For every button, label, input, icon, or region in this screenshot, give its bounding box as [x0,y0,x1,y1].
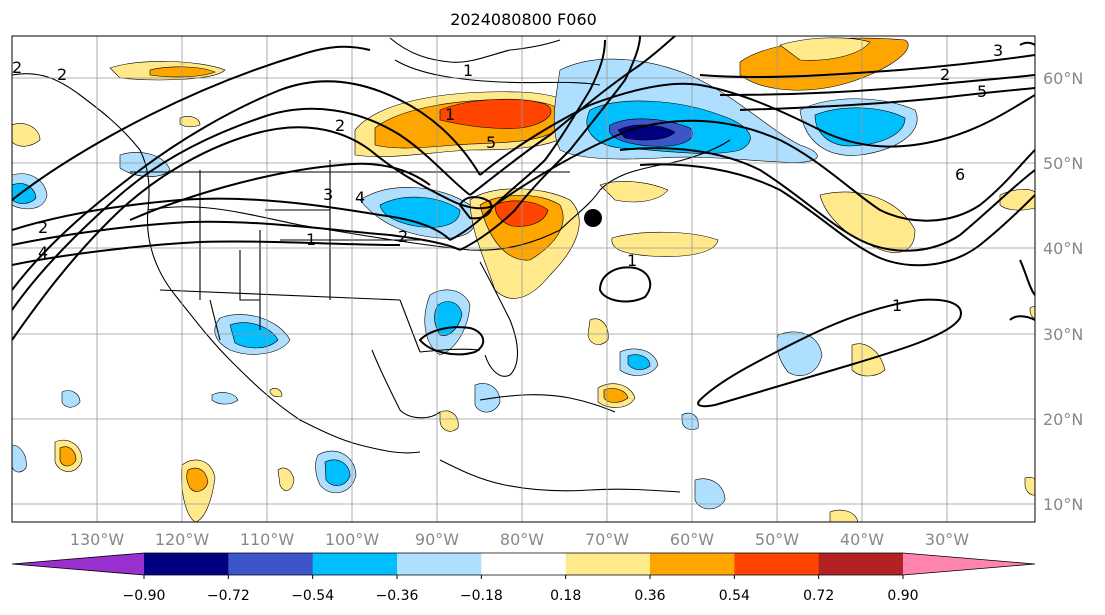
contour-label: 4 [355,188,365,207]
contour-label: 2 [38,218,48,237]
colorbar-segment [397,553,482,575]
colorbar-tick-label: −0.72 [207,588,250,604]
contour-label: 1 [463,61,473,80]
lat-label: 30°N [1043,325,1083,344]
colorbar-tick-label: −0.18 [460,588,503,604]
contour-label: 3 [323,185,333,204]
lon-label: 30°W [925,530,969,549]
lon-label: 90°W [415,530,459,549]
map-title: 2024080800 F060 [450,10,597,29]
contour-label: 1 [306,230,316,249]
colorbar-segment [650,553,735,575]
lon-label: 100°W [325,530,380,549]
colorbar-tick-label: 0.36 [634,588,665,604]
contour-label: 2 [57,65,67,84]
colorbar-segment [312,553,398,575]
contour-label: 1 [445,105,455,124]
lat-label: 20°N [1043,410,1083,429]
colorbar-tick-label: −0.54 [291,588,334,604]
lon-label: 120°W [155,530,210,549]
colorbar-segment [144,553,229,575]
map-frame [11,35,1036,523]
contour-label: 6 [955,165,965,184]
contour-label: 5 [977,82,987,101]
colorbar-segment [228,553,314,575]
height-contours [12,36,1035,408]
colorbar: −0.90 −0.72 −0.54 −0.36 −0.18 0.18 0.36 0.54 0.7… [11,552,1036,604]
contour-labels: 1 1 1 1 1 2 2 2 2 3 3 4 4 5 5 6 2 2 [12,41,1003,315]
coastlines [12,37,731,493]
contour-label: 2 [12,58,22,77]
contour-label: 2 [940,65,950,84]
colorbar-tick-label: 0.54 [719,588,750,604]
lon-label: 70°W [585,530,629,549]
storm-center-dot [584,209,602,227]
contour-label: 1 [892,296,902,315]
lon-label: 110°W [240,530,295,549]
colorbar-segment [565,553,651,575]
colorbar-extend-high [903,553,1035,575]
colorbar-tick-label: 0.72 [803,588,834,604]
colorbar-segment [481,553,567,575]
contour-label: 2 [335,116,345,135]
latitude-labels: 60°N 50°N 40°N 30°N 20°N 10°N [1043,69,1083,514]
lon-label: 80°W [500,530,544,549]
contour-label: 1 [627,251,637,270]
colorbar-segment [734,553,820,575]
lat-label: 60°N [1043,69,1083,88]
graticule [12,36,1035,522]
lon-label: 50°W [755,530,799,549]
lat-label: 50°N [1043,154,1083,173]
lon-label: 130°W [70,530,125,549]
contour-label: 2 [398,227,408,246]
contour-label: 3 [993,41,1003,60]
lat-label: 10°N [1043,495,1083,514]
colorbar-extend-low [12,553,144,575]
contour-label: 5 [486,133,496,152]
colorbar-segment [818,553,904,575]
colorbar-tick-label: 0.18 [550,588,581,604]
colorbar-tick-label: −0.90 [123,588,166,604]
contour-label: 4 [38,243,48,262]
longitude-labels: 130°W 120°W 110°W 100°W 90°W 80°W 70°W 6… [70,530,969,549]
lat-label: 40°N [1043,239,1083,258]
colorbar-tick-label: −0.36 [376,588,419,604]
colorbar-tick-label: 0.90 [887,588,918,604]
lon-label: 60°W [670,530,714,549]
lon-label: 40°W [840,530,884,549]
